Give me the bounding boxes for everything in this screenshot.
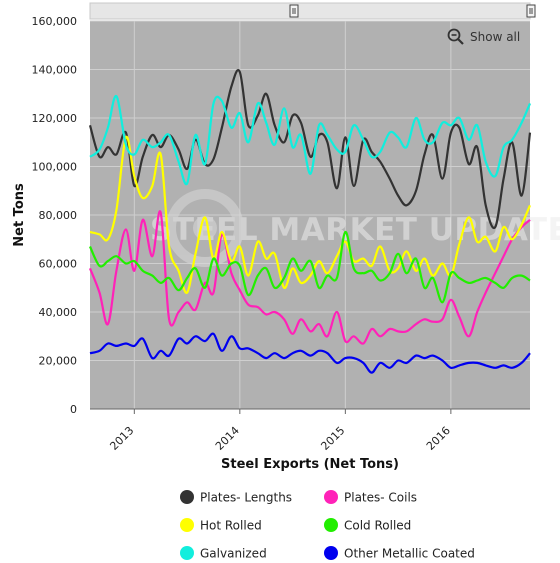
legend: Plates- Lengths Plates- Coils Hot Rolled Co… bbox=[180, 490, 475, 561]
x-tick-label: 2015 bbox=[318, 424, 347, 453]
y-tick-label: 60,000 bbox=[39, 258, 78, 271]
y-tick-label: 40,000 bbox=[39, 306, 78, 319]
legend-item-plates-coils[interactable]: Plates- Coils bbox=[324, 490, 417, 505]
navigator-right-handle[interactable] bbox=[526, 4, 536, 18]
navigator-left-handle[interactable] bbox=[289, 4, 299, 18]
y-axis-title: Net Tons bbox=[12, 183, 27, 247]
y-tick-label: 20,000 bbox=[39, 355, 78, 368]
legend-label: Plates- Coils bbox=[344, 491, 417, 505]
y-tick-label: 0 bbox=[70, 403, 77, 416]
legend-item-plates-lengths[interactable]: Plates- Lengths bbox=[180, 490, 292, 505]
y-tick-label: 100,000 bbox=[32, 161, 78, 174]
y-axis: 0 20,000 40,000 60,000 80,000 100,000 120,000 1… bbox=[32, 15, 78, 416]
series-line-hot-rolled bbox=[89, 135, 532, 294]
legend-label: Galvanized bbox=[200, 547, 267, 561]
series-line-galvanized bbox=[89, 95, 532, 186]
x-axis: 2013 2014 2015 2016 bbox=[90, 408, 530, 453]
legend-marker bbox=[324, 546, 338, 560]
y-tick-label: 80,000 bbox=[39, 209, 78, 222]
x-axis-title: Steel Exports (Net Tons) bbox=[221, 457, 399, 472]
x-tick-label: 2013 bbox=[107, 424, 136, 453]
legend-marker bbox=[324, 490, 338, 504]
x-tick-label: 2016 bbox=[424, 424, 453, 453]
legend-item-hot-rolled[interactable]: Hot Rolled bbox=[180, 518, 262, 533]
legend-label: Cold Rolled bbox=[344, 519, 411, 533]
navigator-bar[interactable] bbox=[89, 2, 536, 20]
legend-label: Other Metallic Coated bbox=[344, 547, 475, 561]
show-all-label: Show all bbox=[470, 30, 520, 44]
legend-item-cold-rolled[interactable]: Cold Rolled bbox=[324, 518, 411, 533]
series-line-plates-coils bbox=[88, 210, 531, 345]
zoom-out-icon bbox=[447, 28, 461, 42]
legend-marker bbox=[324, 518, 338, 532]
x-tick-label: 2014 bbox=[213, 424, 242, 453]
y-tick-label: 160,000 bbox=[32, 15, 78, 28]
series-line-plates-lengths bbox=[88, 69, 532, 230]
legend-marker bbox=[180, 518, 194, 532]
legend-item-galvanized[interactable]: Galvanized bbox=[180, 546, 267, 561]
legend-label: Plates- Lengths bbox=[200, 491, 292, 505]
legend-marker bbox=[180, 546, 194, 560]
legend-marker bbox=[180, 490, 194, 504]
navigator-track bbox=[89, 2, 531, 20]
y-tick-label: 140,000 bbox=[32, 64, 78, 77]
show-all-button[interactable]: Show all bbox=[447, 28, 521, 45]
legend-item-other-metallic-coated[interactable]: Other Metallic Coated bbox=[324, 546, 475, 561]
legend-label: Hot Rolled bbox=[200, 519, 262, 533]
series-line-cold-rolled bbox=[88, 230, 531, 304]
y-tick-label: 120,000 bbox=[32, 112, 78, 125]
series-lines bbox=[88, 69, 532, 374]
series-line-other-metallic-coated bbox=[89, 332, 531, 374]
